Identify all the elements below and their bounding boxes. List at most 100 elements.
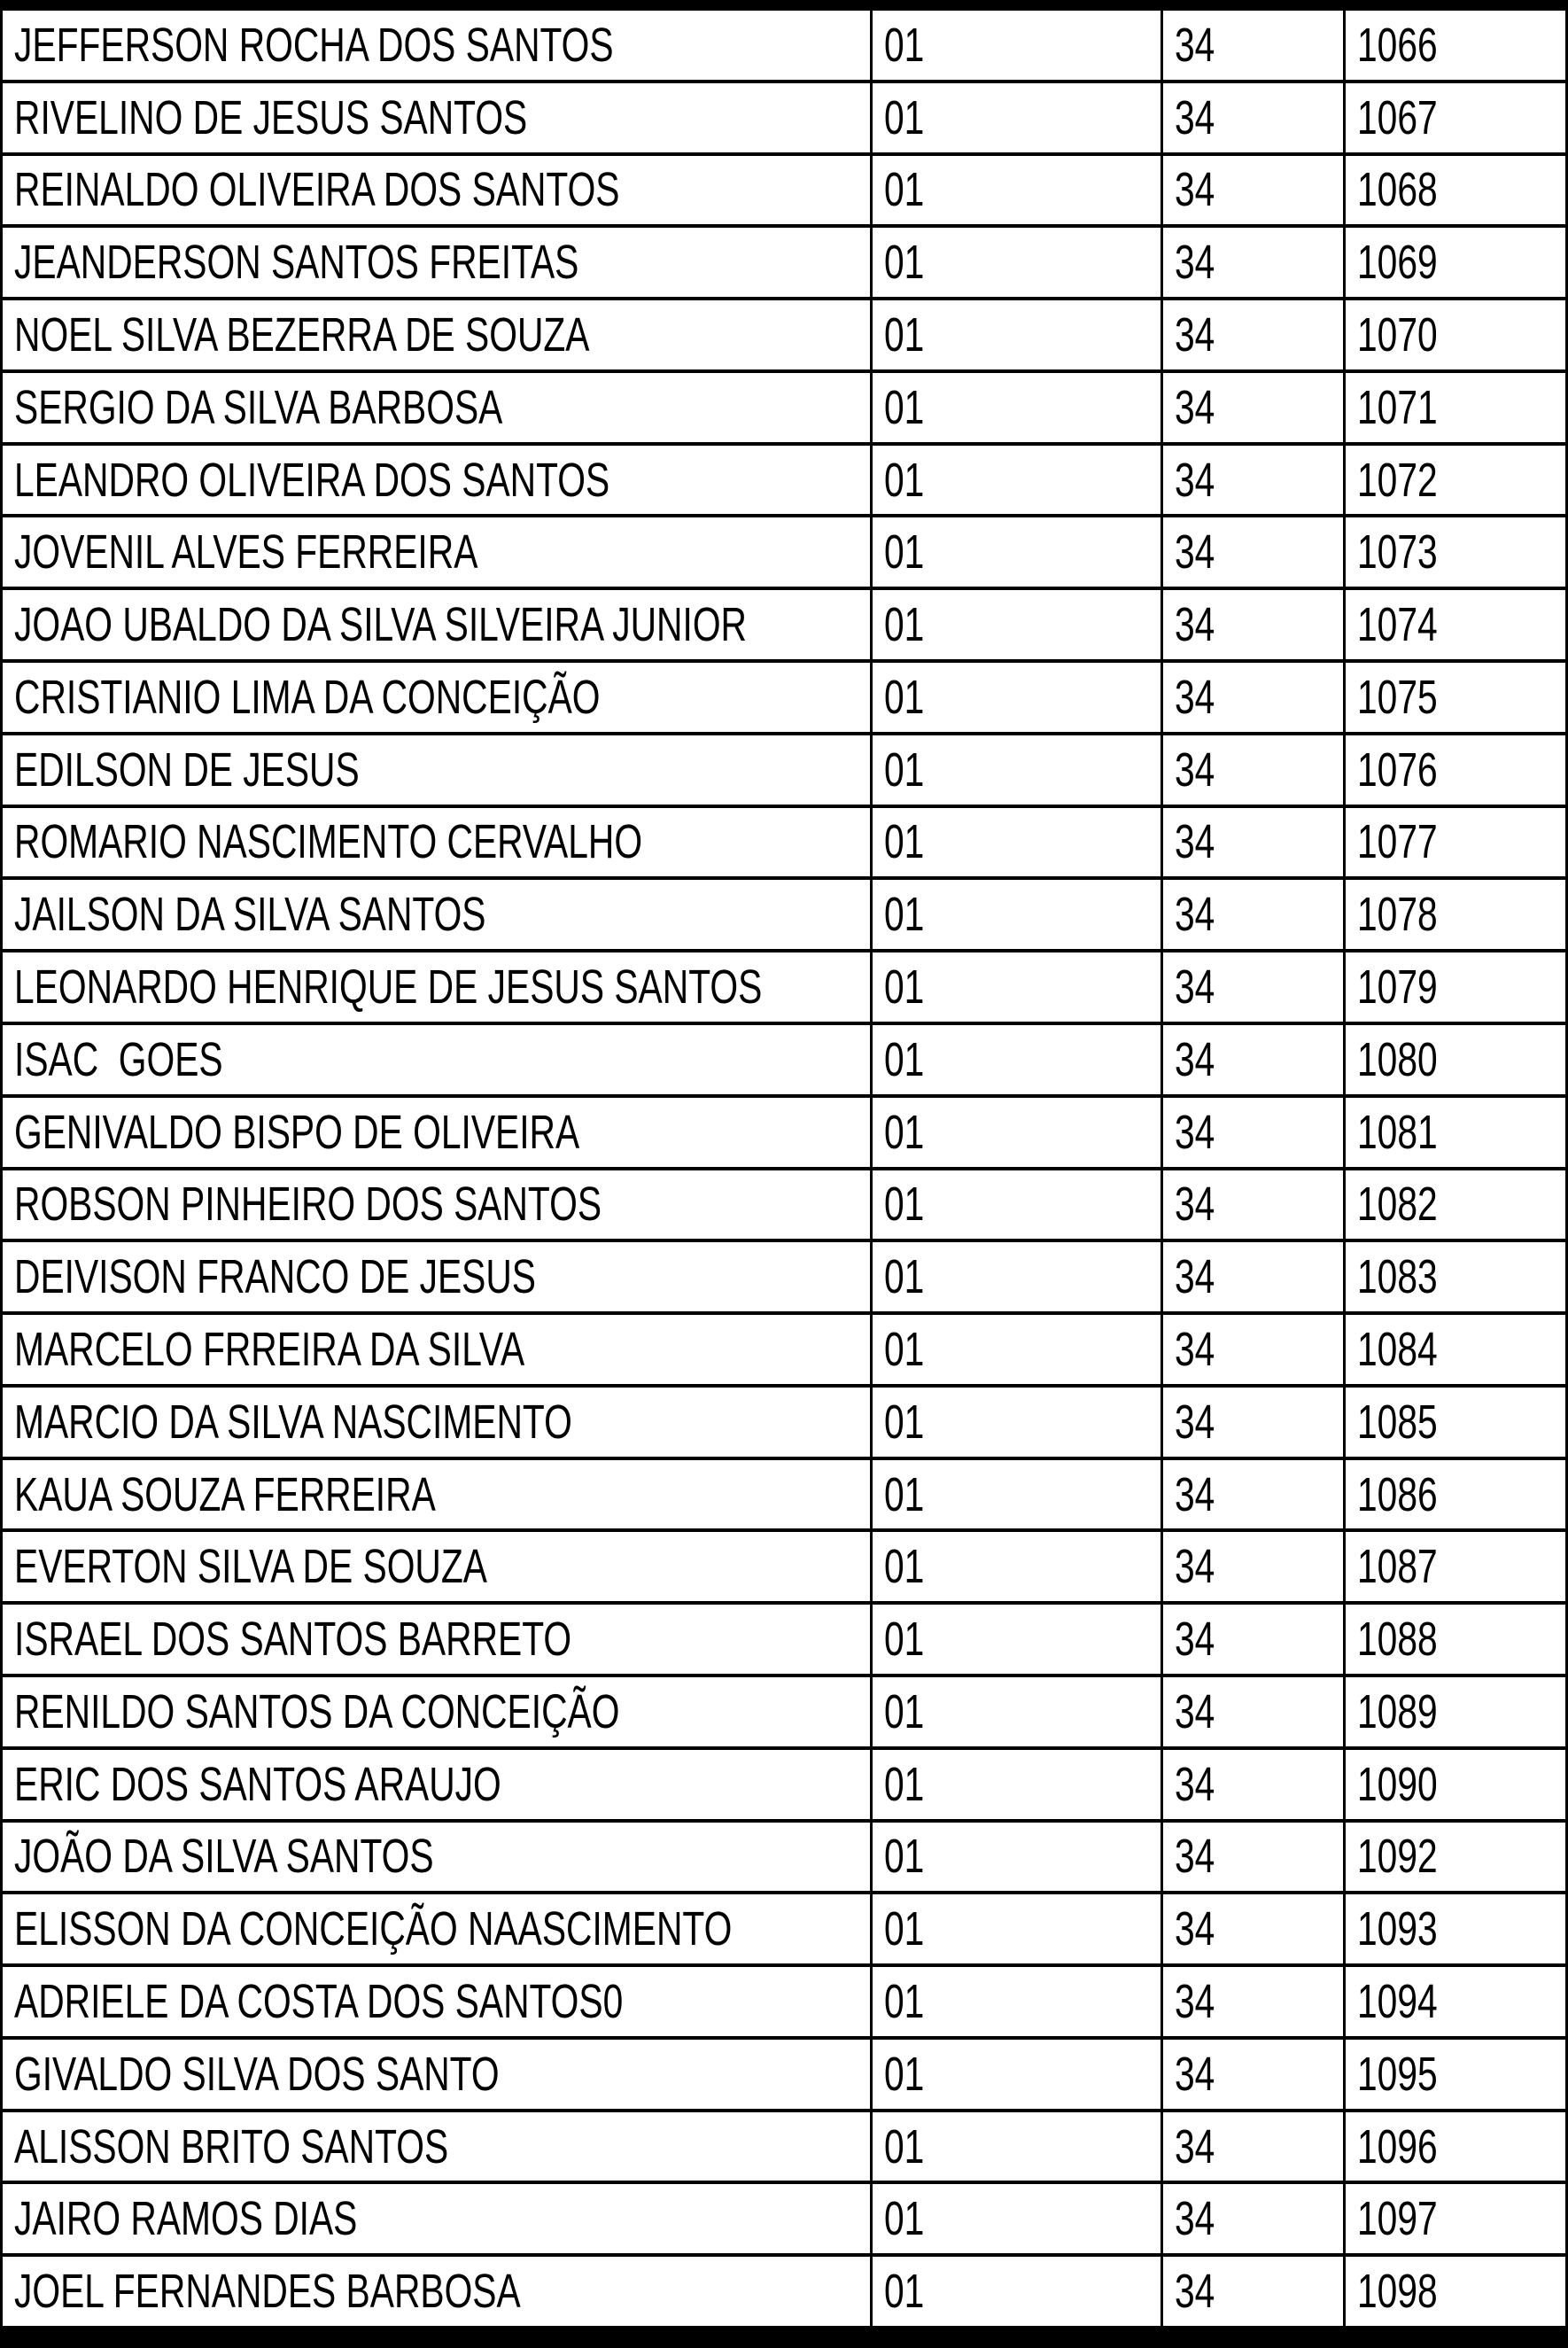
column2-text: 01 [884,670,925,724]
name-cell: JAILSON DA SILVA SANTOS [3,880,870,949]
table-row: JOAO UBALDO DA SILVA SILVEIRA JUNIOR 01 … [3,587,1565,660]
name-text: ROBSON PINHEIRO DOS SANTOS [14,1178,602,1232]
column2-cell: 01 [870,1387,1160,1457]
column3-cell: 34 [1160,807,1343,877]
name-text: ADRIELE DA COSTA DOS SANTOS0 [14,1974,624,2028]
name-text: GENIVALDO BISPO DE OLIVEIRA [14,1105,580,1159]
number-cell: 1072 [1343,445,1565,515]
column3-cell: 34 [1160,880,1343,950]
column3-text: 34 [1175,815,1215,869]
name-text: EVERTON SILVA DE SOUZA [14,1540,487,1594]
column2-text: 01 [884,1540,925,1594]
column2-cell: 01 [870,2111,1160,2181]
name-text: ROMARIO NASCIMENTO CERVALHO [14,815,643,869]
column3-cell: 34 [1160,1822,1343,1892]
name-cell: LEANDRO OLIVEIRA DOS SANTOS [3,446,870,515]
column2-cell: 01 [870,880,1160,950]
table-row: ELISSON DA CONCEIÇÃO NAASCIMENTO 01 34 1… [3,1891,1565,1964]
name-text: JEANDERSON SANTOS FREITAS [14,236,579,290]
column2-text: 01 [884,1830,925,1884]
column2-text: 01 [884,1322,925,1376]
name-cell: JAIRO RAMOS DIAS [3,2184,870,2253]
column2-cell: 01 [870,1315,1160,1384]
name-text: ERIC DOS SANTOS ARAUJO [14,1757,501,1811]
table-row: ROMARIO NASCIMENTO CERVALHO 01 34 1077 [3,804,1565,877]
name-cell: ADRIELE DA COSTA DOS SANTOS0 [3,1967,870,2036]
column3-cell: 34 [1160,517,1343,587]
column2-cell: 01 [870,82,1160,152]
name-cell: MARCIO DA SILVA NASCIMENTO [3,1388,870,1457]
number-text: 1074 [1357,598,1438,652]
number-text: 1095 [1357,2047,1438,2101]
name-cell: ISRAEL DOS SANTOS BARRETO [3,1605,870,1674]
column2-cell: 01 [870,1459,1160,1529]
number-text: 1086 [1357,1467,1438,1521]
column2-cell: 01 [870,2039,1160,2109]
column3-cell: 34 [1160,1097,1343,1167]
table-row: JEANDERSON SANTOS FREITAS 01 34 1069 [3,224,1565,298]
column3-cell: 34 [1160,82,1343,152]
name-text: JAIRO RAMOS DIAS [14,2192,358,2246]
number-text: 1089 [1357,1684,1438,1738]
column3-cell: 34 [1160,1024,1343,1094]
table-row: DEIVISON FRANCO DE JESUS 01 34 1083 [3,1239,1565,1312]
number-text: 1081 [1357,1105,1438,1159]
name-text: JOEL FERNANDES BARBOSA [14,2265,521,2319]
name-cell: RIVELINO DE JESUS SANTOS [3,83,870,152]
column2-cell: 01 [870,1749,1160,1819]
column3-cell: 34 [1160,445,1343,515]
number-text: 1072 [1357,453,1438,507]
column2-text: 01 [884,453,925,507]
name-text: JOAO UBALDO DA SILVA SILVEIRA JUNIOR [14,598,747,652]
name-cell: ERIC DOS SANTOS ARAUJO [3,1750,870,1819]
column2-text: 01 [884,1974,925,2028]
name-text: CRISTIANIO LIMA DA CONCEIÇÃO [14,670,601,724]
table-row: JAILSON DA SILVA SANTOS 01 34 1078 [3,876,1565,950]
name-cell: JOAO UBALDO DA SILVA SILVEIRA JUNIOR [3,590,870,659]
column3-text: 34 [1175,308,1215,362]
column2-text: 01 [884,1613,925,1667]
number-cell: 1097 [1343,2184,1565,2254]
name-cell: MARCELO FRREIRA DA SILVA [3,1315,870,1384]
name-text: DEIVISON FRANCO DE JESUS [14,1250,537,1304]
table-row: EVERTON SILVA DE SOUZA 01 34 1087 [3,1528,1565,1602]
column2-cell: 01 [870,2184,1160,2254]
column3-cell: 34 [1160,2184,1343,2254]
table-row: MARCIO DA SILVA NASCIMENTO 01 34 1085 [3,1383,1565,1457]
column2-cell: 01 [870,517,1160,587]
name-cell: GENIVALDO BISPO DE OLIVEIRA [3,1098,870,1167]
column3-text: 34 [1175,1830,1215,1884]
column2-cell: 01 [870,735,1160,805]
column3-cell: 34 [1160,1459,1343,1529]
number-cell: 1078 [1343,880,1565,950]
name-text: JEFFERSON ROCHA DOS SANTOS [14,18,614,72]
number-text: 1084 [1357,1322,1438,1376]
number-cell: 1068 [1343,155,1565,225]
number-text: 1096 [1357,2119,1438,2173]
column2-text: 01 [884,2047,925,2101]
number-text: 1085 [1357,1395,1438,1449]
number-text: 1069 [1357,236,1438,290]
column3-text: 34 [1175,1032,1215,1086]
number-cell: 1066 [1343,11,1565,80]
column2-text: 01 [884,1250,925,1304]
column3-cell: 34 [1160,590,1343,660]
name-text: SERGIO DA SILVA BARBOSA [14,380,503,434]
number-text: 1093 [1357,1902,1438,1956]
name-cell: KAUA SOUZA FERREIRA [3,1460,870,1529]
column3-text: 34 [1175,163,1215,217]
column3-cell: 34 [1160,1605,1343,1674]
column2-cell: 01 [870,1242,1160,1312]
column2-cell: 01 [870,228,1160,298]
number-cell: 1096 [1343,2111,1565,2181]
number-cell: 1073 [1343,517,1565,587]
column3-cell: 34 [1160,1894,1343,1964]
column2-cell: 01 [870,807,1160,877]
number-cell: 1080 [1343,1024,1565,1094]
column3-text: 34 [1175,1467,1215,1521]
number-cell: 1098 [1343,2257,1565,2326]
number-cell: 1075 [1343,663,1565,732]
names-table: JEFFERSON ROCHA DOS SANTOS 01 34 1066 RI… [0,11,1568,2326]
column2-text: 01 [884,308,925,362]
column2-cell: 01 [870,590,1160,660]
